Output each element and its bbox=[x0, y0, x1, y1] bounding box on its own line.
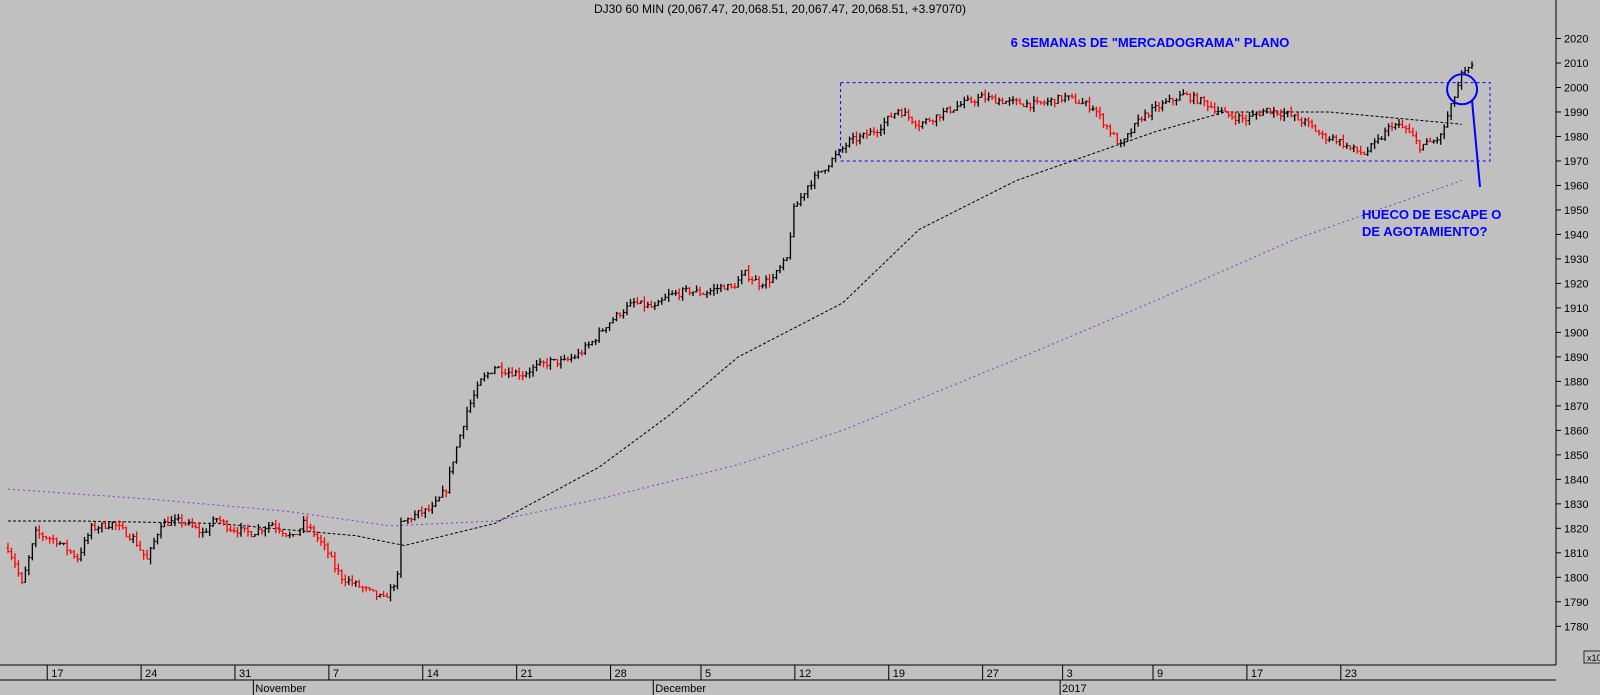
y-tick-label: 2010 bbox=[1564, 58, 1588, 70]
x-tick-label: 17 bbox=[51, 668, 63, 680]
y-tick-label: 1820 bbox=[1564, 523, 1588, 535]
moving-average-line bbox=[7, 180, 1462, 527]
y-tick-label: 1920 bbox=[1564, 278, 1588, 290]
flat-market-box bbox=[840, 82, 1491, 162]
x-tick-label: 21 bbox=[521, 668, 533, 680]
y-tick-label: 1910 bbox=[1564, 303, 1588, 315]
y-tick-label: 1970 bbox=[1564, 156, 1588, 168]
y-tick-label: 1830 bbox=[1564, 499, 1588, 511]
x-tick-label: 19 bbox=[893, 668, 905, 680]
y-tick-label: 1880 bbox=[1564, 376, 1588, 388]
y-tick-label: 2000 bbox=[1564, 82, 1588, 94]
y-tick-label: 1990 bbox=[1564, 107, 1588, 119]
y-tick-label: 1930 bbox=[1564, 254, 1588, 266]
annotations: 6 SEMANAS DE "MERCADOGRAMA" PLANO HUECO … bbox=[840, 35, 1501, 239]
x-tick-label: 31 bbox=[239, 668, 251, 680]
gap-circle bbox=[1446, 73, 1479, 106]
y-tick-label: 1940 bbox=[1564, 229, 1588, 241]
moving-average-lines bbox=[7, 111, 1462, 547]
x-tick-label: 27 bbox=[987, 668, 999, 680]
y-tick-label: 1870 bbox=[1564, 401, 1588, 413]
x-month-label: December bbox=[655, 683, 706, 695]
y-tick-label: 1840 bbox=[1564, 474, 1588, 486]
x-tick-label: 7 bbox=[333, 668, 339, 680]
y-tick-label: 2020 bbox=[1564, 33, 1588, 45]
y-tick-label: 1980 bbox=[1564, 131, 1588, 143]
y-tick-label: 1900 bbox=[1564, 327, 1588, 339]
x-axis-months: November December 2017 bbox=[252, 680, 1087, 695]
price-bars bbox=[6, 61, 1474, 602]
y-tick-label: 1810 bbox=[1564, 548, 1588, 560]
x-axis-ticks: 17 24 31 7 14 21 28 5 12 19 27 3 9 17 23 bbox=[46, 665, 1357, 680]
y-tick-label: 1950 bbox=[1564, 205, 1588, 217]
y-tick-label: 1800 bbox=[1564, 572, 1588, 584]
x-tick-label: 24 bbox=[145, 668, 157, 680]
y-axis: 1780 1790 1800 1810 1820 1830 1840 1850 1860 1870… bbox=[1555, 0, 1600, 665]
moving-average-line bbox=[8, 111, 1462, 547]
x-month-label: November bbox=[255, 683, 306, 695]
chart-title: DJ30 60 MIN (20,067.47, 20,068.51, 20,06… bbox=[594, 2, 966, 16]
y-tick-label: 1790 bbox=[1564, 597, 1588, 609]
y-axis-multiplier: x10 bbox=[1587, 653, 1600, 663]
x-tick-label: 9 bbox=[1157, 668, 1163, 680]
multiplier-box bbox=[1583, 650, 1600, 664]
y-tick-label: 1960 bbox=[1564, 180, 1588, 192]
x-tick-label: 23 bbox=[1345, 668, 1357, 680]
gap-label-line-1: HUECO DE ESCAPE O bbox=[1362, 207, 1501, 222]
x-axis: 17 24 31 7 14 21 28 5 12 19 27 3 9 17 23 November Decem… bbox=[0, 664, 1556, 695]
x-tick-label: 14 bbox=[427, 668, 439, 680]
x-month-label: 2017 bbox=[1062, 683, 1086, 695]
x-tick-label: 12 bbox=[799, 668, 811, 680]
y-axis-panel bbox=[1556, 0, 1600, 665]
y-axis-ticks: 1780 1790 1800 1810 1820 1830 1840 1850 1860 1870… bbox=[1556, 33, 1588, 633]
gap-arrow-line bbox=[1471, 101, 1481, 188]
y-tick-label: 1860 bbox=[1564, 425, 1588, 437]
x-tick-label: 3 bbox=[1067, 668, 1073, 680]
gap-label-line-2: DE AGOTAMIENTO? bbox=[1362, 224, 1487, 239]
y-tick-label: 1850 bbox=[1564, 450, 1588, 462]
x-tick-label: 5 bbox=[705, 668, 711, 680]
y-tick-label: 1890 bbox=[1564, 352, 1588, 364]
x-tick-label: 28 bbox=[615, 668, 627, 680]
x-tick-label: 17 bbox=[1251, 668, 1263, 680]
y-tick-label: 1780 bbox=[1564, 621, 1588, 633]
flat-market-label: 6 SEMANAS DE "MERCADOGRAMA" PLANO bbox=[1011, 35, 1290, 50]
